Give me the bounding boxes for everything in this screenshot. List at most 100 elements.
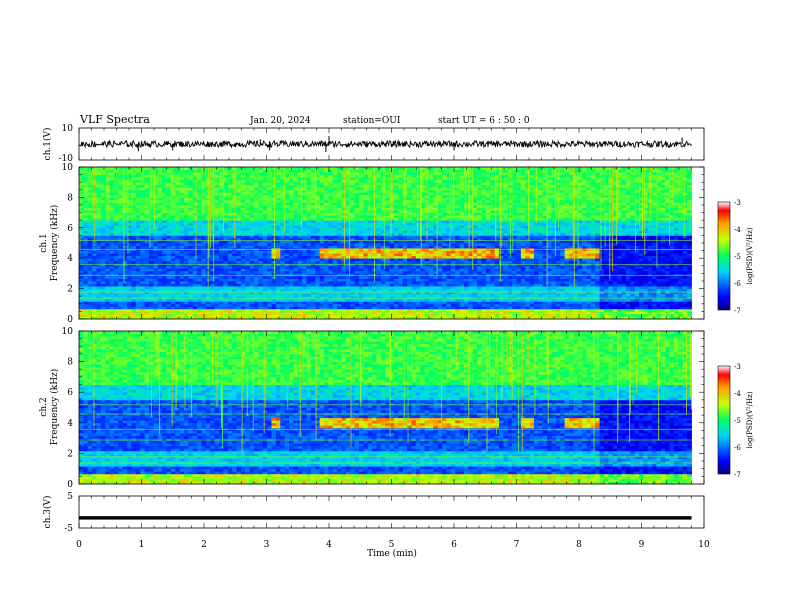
spectrogram-cell	[363, 192, 369, 196]
spectrogram-cell	[363, 217, 369, 221]
spectrogram-cell	[127, 220, 132, 224]
spectrogram-cell	[429, 258, 434, 262]
spectrogram-cell	[289, 192, 294, 196]
spectrogram-cell	[153, 197, 159, 201]
spectrogram-cell	[262, 273, 268, 277]
spectrogram-cell	[240, 316, 246, 320]
spectrogram-cell	[140, 205, 146, 208]
spectrogram-cell	[328, 273, 334, 277]
spectrogram-cell	[363, 174, 369, 178]
spectrogram-cell	[223, 253, 229, 257]
spectrogram-cell	[219, 217, 224, 221]
spectrogram-cell	[258, 225, 264, 229]
spectrogram-cell	[407, 311, 412, 315]
spectrogram-cell	[262, 240, 268, 244]
spectrogram-cell	[122, 207, 128, 211]
spectrogram-cell	[332, 230, 338, 234]
spectrogram-cell	[254, 313, 259, 317]
spectrogram-cell	[354, 283, 360, 287]
spectrogram-cell	[179, 177, 185, 181]
spectrogram-cell	[249, 308, 255, 312]
spectrogram-cell	[157, 215, 163, 219]
spectrogram-cell	[118, 187, 124, 191]
spectrogram-cell	[337, 187, 342, 191]
spectrogram-cell	[232, 253, 237, 257]
spectrogram-cell	[389, 308, 395, 312]
spectrogram-cell	[109, 240, 115, 244]
spectrogram-cell	[275, 174, 281, 178]
spectrogram-cell	[328, 220, 334, 224]
spectrogram-cell	[114, 255, 119, 259]
spectrogram-cell	[179, 311, 185, 315]
spectrogram-cell	[96, 273, 102, 277]
spectrogram-cell	[175, 217, 181, 221]
spectrogram-cell	[398, 192, 404, 196]
spectrogram-cell	[341, 255, 347, 259]
spectrogram-cell	[354, 270, 360, 274]
spectrogram-cell	[289, 177, 294, 181]
spectrogram-cell	[162, 174, 167, 178]
spectrogram-cell	[319, 268, 325, 272]
spectrogram-cell	[223, 217, 229, 221]
spectrogram-cell	[122, 250, 128, 254]
spectrogram-cell	[345, 253, 351, 257]
spectrogram-cell	[114, 207, 119, 211]
spectrogram-cell	[166, 184, 172, 188]
spectrogram-cell	[429, 237, 434, 241]
spectrogram-cell	[135, 182, 141, 186]
spectrogram-cell	[127, 184, 132, 188]
spectrogram-cell	[109, 250, 115, 254]
spectrogram-cell	[144, 298, 150, 302]
spectrogram-cell	[306, 192, 312, 196]
spectrogram-cell	[398, 184, 404, 188]
spectrogram-cell	[398, 291, 404, 295]
spectrogram-cell	[385, 313, 391, 317]
spectrogram-cell	[267, 212, 272, 216]
spectrogram-cell	[372, 313, 377, 317]
spectrogram-cell	[79, 260, 84, 264]
spectrogram-cell	[175, 316, 181, 320]
spectrogram-cell	[245, 232, 251, 236]
spectrogram-cell	[144, 253, 150, 257]
spectrogram-cell	[109, 273, 115, 277]
spectrogram-cell	[79, 313, 84, 317]
spectrogram-cell	[79, 240, 84, 244]
spectrogram-cell	[254, 250, 259, 254]
spectrogram-cell	[131, 308, 137, 312]
spectrogram-cell	[170, 293, 176, 297]
spectrogram-cell	[372, 311, 377, 315]
spectrogram-cell	[109, 253, 115, 257]
spectrogram-cell	[219, 291, 224, 295]
spectrogram-cell	[332, 253, 338, 257]
spectrogram-cell	[407, 313, 412, 317]
spectrogram-cell	[197, 273, 202, 277]
spectrogram-cell	[245, 189, 251, 193]
spectrogram-cell	[376, 235, 382, 239]
spectrogram-cell	[289, 174, 294, 178]
spectrogram-cell	[345, 245, 351, 249]
spectrogram-cell	[219, 270, 224, 274]
spectrogram-cell	[184, 268, 189, 272]
spectrogram-cell	[249, 250, 255, 254]
spectrogram-cell	[429, 255, 434, 259]
spectrogram-cell	[135, 255, 141, 259]
spectrogram-cell	[315, 177, 321, 181]
spectrogram-cell	[109, 293, 115, 297]
spectrogram-cell	[96, 184, 102, 188]
spectrogram-cell	[389, 313, 395, 317]
spectrogram-cell	[415, 278, 421, 282]
spectrogram-cell	[337, 281, 342, 284]
spectrogram-cell	[131, 232, 137, 236]
spectrogram-cell	[367, 189, 373, 193]
spectrogram-cell	[184, 207, 189, 211]
spectrogram-cell	[131, 217, 137, 221]
spectrogram-cell	[240, 222, 246, 226]
spectrogram-cell	[420, 197, 426, 201]
spectrogram-cell	[328, 202, 334, 206]
spectrogram-cell	[188, 253, 194, 257]
spectrogram-cell	[162, 187, 167, 191]
spectrogram-cell	[114, 232, 119, 236]
spectrogram-cell	[140, 227, 146, 231]
spectrogram-cell	[210, 258, 216, 262]
spectrogram-cell	[197, 316, 202, 320]
